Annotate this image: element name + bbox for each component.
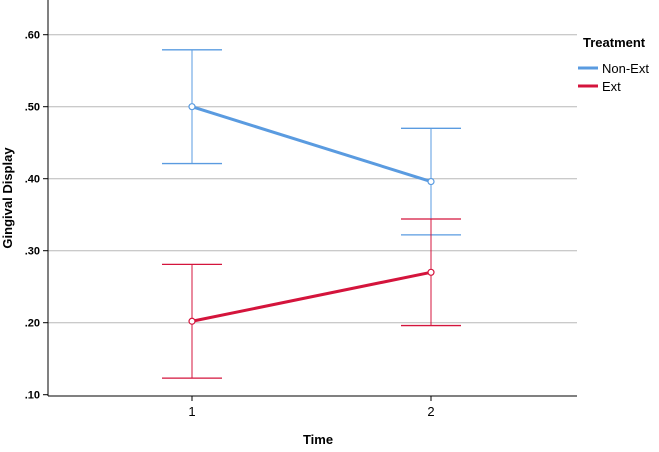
legend-label-ext: Ext xyxy=(602,79,621,94)
x-axis-title: Time xyxy=(303,432,333,447)
series-line-non-ext xyxy=(191,105,432,184)
y-tick-label: .20 xyxy=(25,318,40,330)
legend: Treatment Non-Ext Ext xyxy=(578,35,649,94)
series-non-ext xyxy=(162,49,461,236)
y-tick-layer: .10 .20 .30 .40 .50 .60 xyxy=(25,30,48,402)
data-point-ext xyxy=(427,268,435,276)
data-point-non-ext xyxy=(427,177,435,186)
y-tick-label: .30 xyxy=(25,246,40,258)
grid-layer xyxy=(48,34,577,324)
y-tick-label: .50 xyxy=(25,102,40,114)
y-tick-label: .40 xyxy=(25,174,40,186)
y-tick-label: .10 xyxy=(25,390,40,402)
x-tick-label: 1 xyxy=(188,404,195,419)
y-tick-label: .60 xyxy=(25,30,40,42)
series-layer xyxy=(162,49,461,379)
axes-layer xyxy=(47,0,577,397)
series-line-ext xyxy=(191,270,432,323)
data-point-non-ext xyxy=(188,103,196,111)
y-axis-title: Gingival Display xyxy=(0,147,15,249)
x-tick-label: 2 xyxy=(427,404,434,419)
legend-items: Non-Ext Ext xyxy=(578,61,649,94)
legend-label-non-ext: Non-Ext xyxy=(602,61,649,76)
legend-title: Treatment xyxy=(583,35,646,50)
series-ext xyxy=(162,218,461,379)
data-point-ext xyxy=(188,317,196,325)
